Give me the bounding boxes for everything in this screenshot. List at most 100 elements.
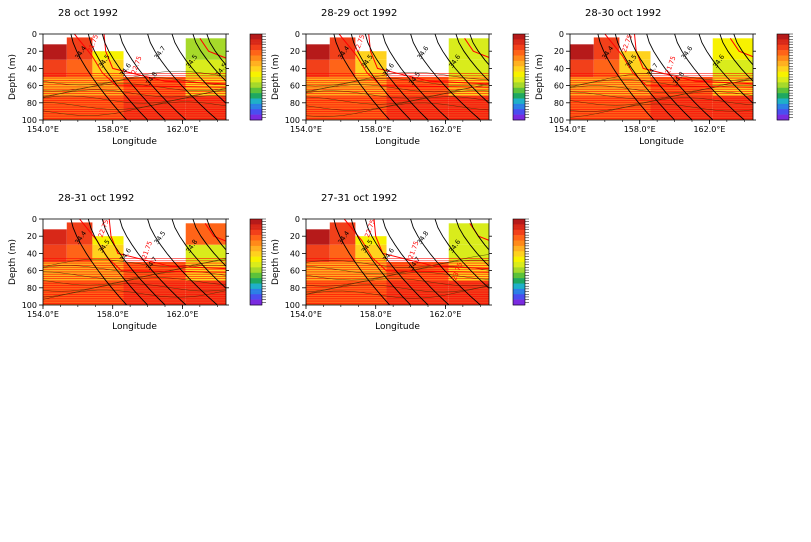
colorbar-swatch: [513, 237, 525, 241]
temperature-cell: [619, 51, 651, 60]
section-panel-1: 28 oct 199234.434.534.634.834.734.534.53…: [8, 8, 266, 147]
x-tick-label: 154.0°E: [27, 125, 59, 134]
y-tick-label: 20: [27, 47, 37, 56]
colorbar-swatch: [513, 224, 525, 228]
isohaline-contour: [434, 34, 489, 104]
y-axis-label: Depth (m): [535, 54, 545, 100]
temperature-cell: [355, 59, 387, 77]
colorbar-swatch: [513, 267, 525, 271]
density-label: 22.75: [353, 33, 367, 53]
plot-area: 34.434.534.634.834.734.534.534.621.7522.…: [43, 33, 229, 120]
salinity-label: 34.5: [214, 62, 229, 78]
colorbar: [512, 33, 529, 121]
colorbar-swatch: [777, 68, 789, 72]
colorbar-swatch: [777, 95, 789, 99]
colorbar-swatch: [250, 283, 262, 287]
panel-title: 28 oct 1992: [58, 8, 118, 19]
temperature-cell: [43, 262, 124, 281]
colorbar-swatch: [250, 245, 262, 249]
salinity-label: 34.6: [416, 44, 431, 60]
plot-frame: [569, 33, 754, 121]
panel-title: 27-31 oct 1992: [321, 193, 397, 204]
colorbar-swatch: [250, 267, 262, 271]
colorbar-swatch: [777, 114, 789, 118]
colorbar-swatch: [250, 114, 262, 118]
colorbar-swatch: [250, 52, 262, 56]
temperature-cell: [448, 38, 489, 60]
density-label: 21.75: [86, 33, 100, 53]
colorbar-swatch: [513, 253, 525, 257]
isotherm-line: [43, 77, 226, 92]
isohaline-contour: [333, 219, 391, 305]
isopycnal-contour: [368, 34, 489, 85]
colorbar-swatch: [250, 117, 262, 121]
isohaline-contour: [70, 219, 128, 305]
colorbar-swatch: [250, 219, 262, 222]
colorbar-swatch: [513, 82, 525, 86]
colorbar-swatch: [513, 243, 525, 247]
isotherm-line: [570, 91, 753, 106]
colorbar-swatch: [513, 235, 525, 239]
plot-area: 34.434.534.634.534.634.622.75: [306, 33, 489, 120]
y-tick-label: 60: [290, 82, 300, 91]
isohaline-contour: [410, 34, 481, 120]
colorbar-frame: [776, 33, 790, 121]
isotherm-line: [306, 102, 489, 117]
temperature-cell: [123, 280, 186, 305]
colorbar-swatch: [513, 52, 525, 56]
isohaline-contour: [70, 34, 128, 120]
temperature-cell: [306, 44, 330, 60]
temperature-cell: [43, 280, 124, 305]
colorbar-swatch: [250, 47, 262, 51]
y-axis-label: Depth (m): [271, 54, 281, 100]
colorbar-swatch: [513, 232, 525, 236]
isotherm-line: [43, 257, 226, 268]
isopycnal-contour: [604, 34, 753, 88]
plot-frame: [42, 218, 227, 306]
colorbar: [249, 218, 266, 306]
colorbar-swatch: [513, 272, 525, 276]
temperature-cell: [43, 244, 67, 262]
colorbar-swatch: [250, 39, 262, 43]
salinity-label: 34.7: [153, 44, 168, 60]
isotherm-line: [306, 96, 489, 111]
isohaline-contour: [614, 34, 675, 120]
y-tick-label: 80: [554, 99, 564, 108]
colorbar-swatch: [777, 34, 789, 37]
colorbar-frame: [512, 33, 526, 121]
colorbar-swatch: [513, 283, 525, 287]
x-tick-label: 158.0°E: [360, 310, 392, 319]
y-tick-label: 60: [27, 267, 37, 276]
isotherm-line: [570, 97, 753, 112]
x-tick-label: 162.0°E: [429, 125, 461, 134]
colorbar-swatch: [513, 117, 525, 121]
colorbar-swatch: [250, 74, 262, 78]
colorbar-swatch: [250, 243, 262, 247]
temperature-cell: [593, 59, 620, 77]
isotherm-line: [570, 78, 753, 88]
colorbar-swatch: [250, 286, 262, 290]
colorbar-swatch: [250, 302, 262, 306]
colorbar-swatch: [513, 286, 525, 290]
temperature-cell: [43, 95, 124, 120]
colorbar-swatch: [777, 55, 789, 59]
colorbar-swatch: [250, 259, 262, 263]
colorbar-swatch: [250, 109, 262, 113]
y-tick-label: 60: [554, 82, 564, 91]
colorbar-swatch: [250, 87, 262, 91]
colorbar-swatch: [250, 71, 262, 75]
colorbar-swatch: [250, 90, 262, 94]
colorbar-swatch: [777, 74, 789, 78]
isotherm-line: [570, 79, 753, 94]
x-tick-label: 158.0°E: [624, 125, 656, 134]
panel-title: 28-30 oct 1992: [585, 8, 661, 19]
density-label: 21.75: [664, 55, 678, 75]
colorbar-swatch: [513, 262, 525, 265]
colorbar-swatch: [513, 42, 525, 46]
isotherm-line: [306, 83, 489, 93]
isotherm-line: [43, 283, 226, 298]
colorbar-swatch: [513, 280, 525, 284]
isohaline-contour: [192, 34, 226, 82]
colorbar-swatch: [513, 240, 525, 244]
